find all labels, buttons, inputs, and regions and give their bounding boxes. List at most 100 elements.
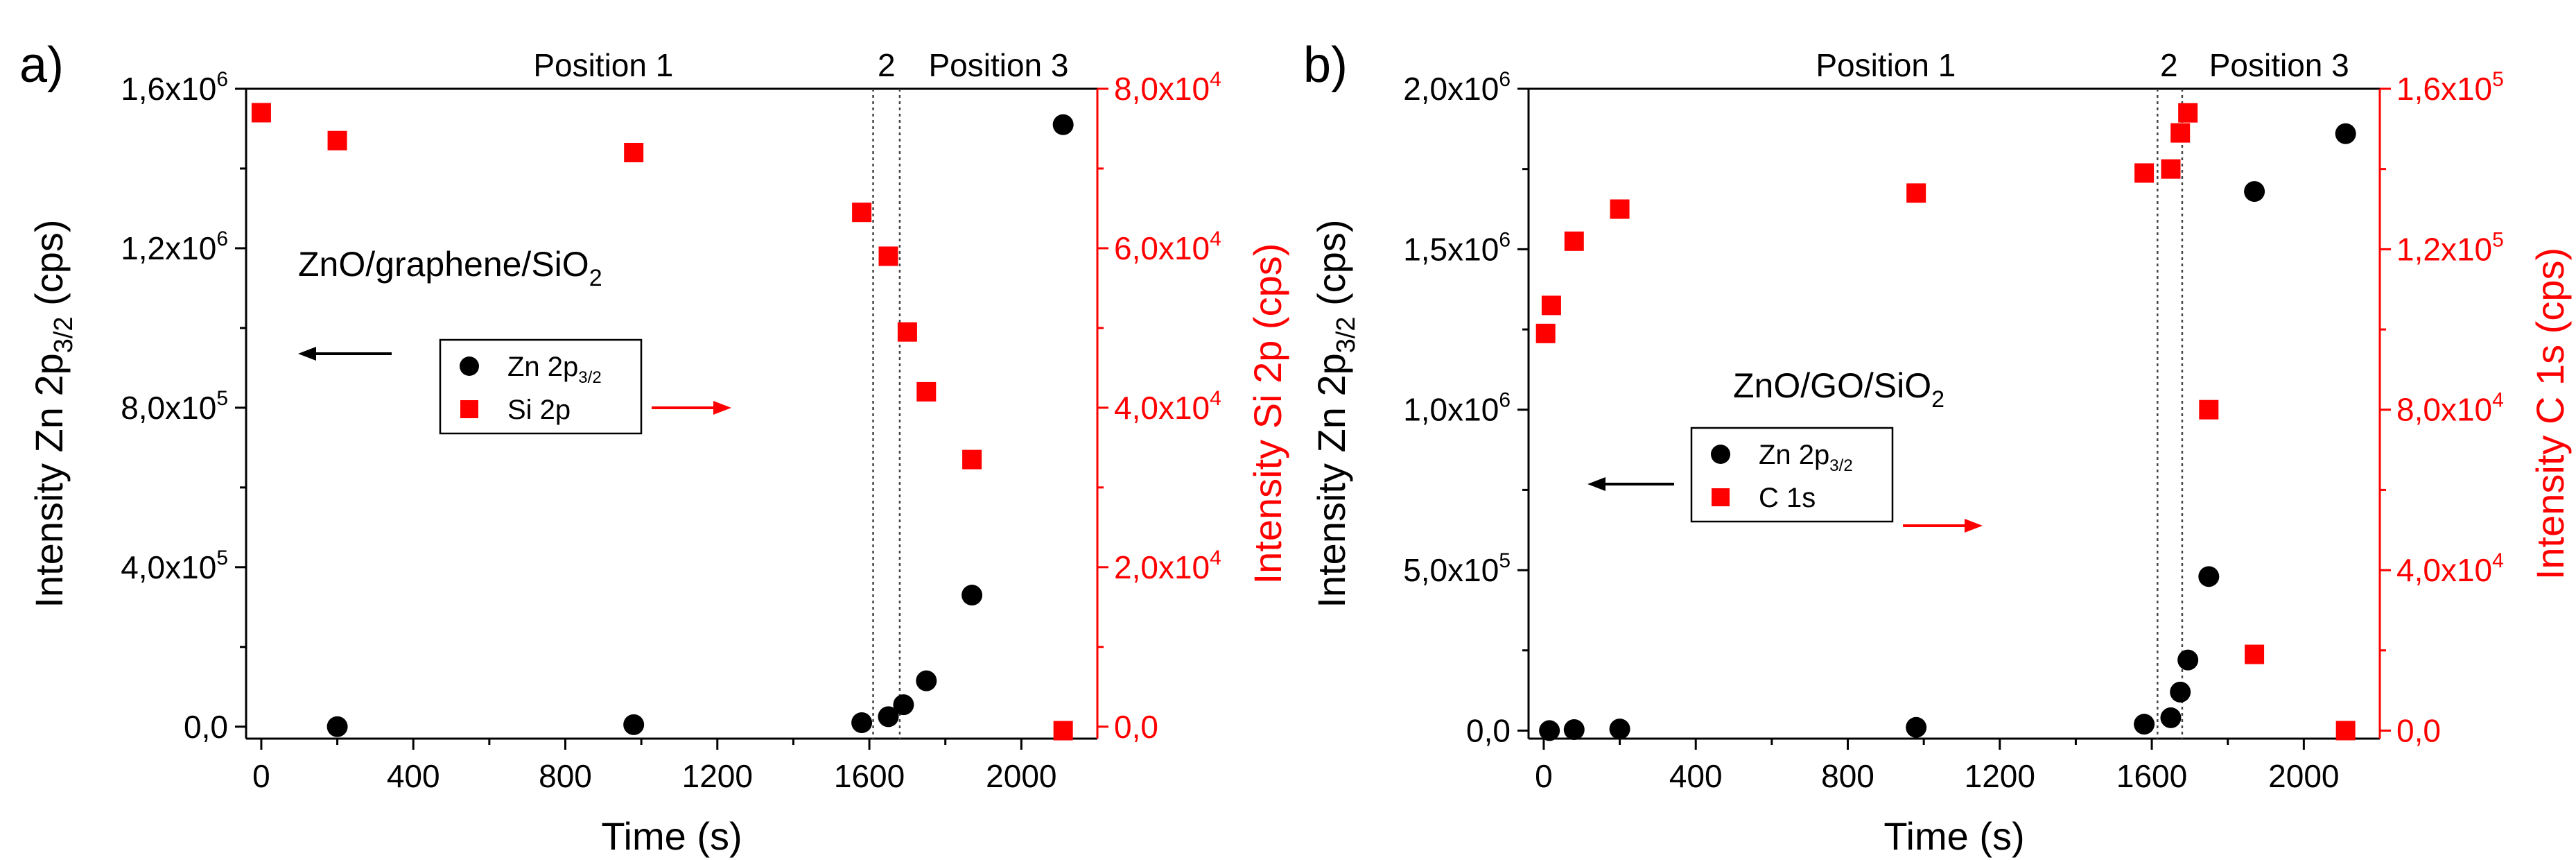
y-right-tick-mantissa: 6,0x10: [1114, 230, 1210, 266]
region-label: 2: [2160, 47, 2178, 83]
y-left-tick-label: 8,0x105: [121, 387, 228, 426]
y-right-tick-label: 1,6x105: [2396, 68, 2504, 107]
y-right-tick-label: 8,0x104: [2396, 389, 2504, 428]
y-left-tick-mantissa: 0,0: [1466, 712, 1511, 748]
arrow-left-icon: [1587, 477, 1605, 491]
y-left-tick-label: 5,0x105: [1403, 549, 1511, 588]
x-tick-label: 800: [1821, 758, 1874, 794]
sample-label: ZnO/GO/SiO2: [1733, 366, 1944, 413]
panel-label: b): [1303, 37, 1348, 93]
y-left-tick-label: 0,0: [1466, 712, 1511, 748]
y-left-label-tail: (cps): [1309, 219, 1353, 316]
legend-entry-name: Zn 2p: [507, 352, 578, 382]
data-point-zn: [851, 712, 873, 734]
arrow-left-icon: [298, 347, 316, 361]
panel-label: a): [19, 37, 64, 93]
y-right-tick-label: 1,2x105: [2396, 228, 2504, 267]
y-left-tick-label: 0,0: [184, 709, 228, 745]
y-left-axis-label: Intensity Zn 2p3/2 (cps): [27, 219, 78, 608]
data-point-c: [1906, 183, 1926, 203]
sample-label: ZnO/graphene/SiO2: [298, 245, 602, 291]
y-right-tick-exponent: 4: [2492, 549, 2504, 572]
y-left-tick-exponent: 6: [216, 68, 228, 91]
y-left-tick-label: 2,0x106: [1403, 68, 1511, 107]
data-point-c: [2199, 399, 2219, 420]
legend-entry-name: Zn 2p: [1759, 440, 1829, 470]
y-left-tick-label: 4,0x105: [121, 547, 228, 585]
legend-entry-sub: 3/2: [578, 368, 601, 387]
y-left-tick-label: 1,6x106: [121, 68, 228, 107]
y-right-tick-mantissa: 4,0x10: [2396, 552, 2492, 588]
y-left-label-tail: (cps): [27, 219, 71, 316]
data-point-c: [1564, 231, 1584, 251]
data-point-zn: [2244, 181, 2265, 203]
data-point-zn: [2335, 123, 2356, 144]
region-label: 2: [878, 47, 896, 83]
data-point-zn: [1906, 716, 1927, 738]
legend-entry-sub: 3/2: [1829, 456, 1852, 475]
y-right-tick-mantissa: 8,0x10: [2396, 392, 2492, 428]
sample-label-main: ZnO/GO/SiO: [1733, 366, 1931, 405]
y-right-tick-label: 8,0x104: [1114, 68, 1221, 107]
y-right-tick-label: 6,0x104: [1114, 227, 1221, 266]
x-tick-label: 2000: [986, 758, 1056, 794]
region-label: Position 3: [2209, 47, 2349, 83]
legend-box: [439, 338, 643, 435]
x-tick-label: 1600: [834, 758, 905, 794]
y-left-tick-exponent: 6: [1499, 228, 1511, 251]
y-left-tick-exponent: 5: [216, 387, 228, 410]
y-right-tick-exponent: 4: [1210, 547, 1221, 569]
sample-label-main: ZnO/graphene/SiO: [298, 245, 589, 284]
y-left-tick-label: 1,0x106: [1403, 389, 1511, 428]
y-left-label-sub: 3/2: [49, 316, 78, 353]
legend-marker-circle: [460, 356, 479, 376]
legend-entry-label: Zn 2p3/2: [1759, 440, 1853, 475]
arrow-right-icon: [713, 401, 731, 415]
arrow-right-icon: [1965, 519, 1983, 533]
sample-label-sub: 2: [589, 265, 602, 291]
y-right-tick-exponent: 4: [1210, 227, 1221, 250]
data-point-zn: [1609, 719, 1630, 740]
region-label: Position 1: [533, 47, 673, 83]
legend-marker-square: [460, 400, 478, 418]
y-left-tick-mantissa: 1,5x10: [1403, 231, 1499, 267]
y-right-tick-mantissa: 2,0x10: [1114, 549, 1210, 585]
x-tick-label: 1200: [682, 758, 753, 794]
data-point-si: [897, 322, 917, 342]
y-left-label-main: Intensity Zn 2p: [1309, 353, 1353, 608]
y-right-tick-label: 4,0x104: [1114, 387, 1221, 426]
data-point-si: [878, 246, 898, 266]
data-point-c: [2178, 103, 2198, 123]
legend-entry-name: Si 2p: [507, 395, 571, 425]
data-point-c: [2335, 721, 2356, 741]
x-tick-label: 1200: [1965, 758, 2035, 794]
y-left-tick-mantissa: 8,0x10: [121, 390, 216, 426]
y-left-tick-mantissa: 1,2x10: [121, 230, 216, 266]
data-point-c: [2134, 163, 2155, 183]
y-right-tick-exponent: 4: [1210, 68, 1221, 91]
data-point-zn: [2160, 707, 2182, 728]
data-point-zn: [327, 716, 348, 737]
legend-entry-label: Zn 2p3/2: [507, 352, 602, 387]
data-point-si: [1053, 721, 1073, 741]
legend-marker-circle: [1711, 445, 1730, 464]
x-tick-label: 0: [252, 758, 270, 794]
data-point-zn: [2170, 681, 2191, 703]
y-right-tick-mantissa: 0,0: [1114, 709, 1158, 745]
data-point-zn: [1539, 720, 1560, 741]
legend-entry-label: Si 2p: [507, 395, 571, 425]
y-left-tick-exponent: 5: [216, 547, 228, 569]
y-left-tick-exponent: 6: [1499, 389, 1511, 412]
y-right-axis-label: Intensity Si 2p (cps): [1246, 243, 1289, 585]
y-right-tick-mantissa: 1,2x10: [2396, 231, 2492, 267]
x-tick-label: 0: [1535, 758, 1553, 794]
data-point-zn: [2198, 566, 2220, 587]
y-left-tick-mantissa: 1,0x10: [1403, 392, 1499, 428]
data-point-zn: [1563, 719, 1585, 741]
y-right-tick-mantissa: 1,6x10: [2396, 71, 2492, 107]
y-left-label-main: Intensity Zn 2p: [27, 353, 71, 608]
x-tick-label: 800: [539, 758, 592, 794]
data-point-si: [624, 142, 644, 162]
